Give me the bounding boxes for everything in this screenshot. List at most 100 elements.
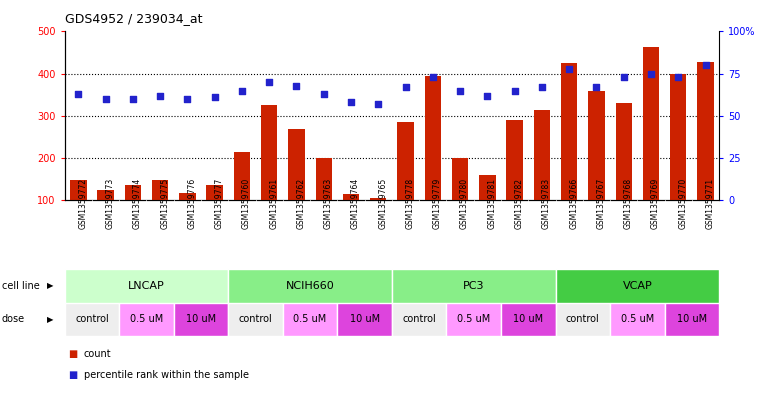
- Text: NCIH660: NCIH660: [285, 281, 335, 291]
- Point: [263, 79, 275, 85]
- Point: [645, 70, 657, 77]
- Point: [618, 74, 630, 80]
- Point: [427, 74, 439, 80]
- Text: percentile rank within the sample: percentile rank within the sample: [84, 370, 249, 380]
- Bar: [397, 122, 414, 242]
- Bar: [670, 73, 686, 242]
- Text: 10 uM: 10 uM: [677, 314, 707, 324]
- Text: 0.5 uM: 0.5 uM: [294, 314, 326, 324]
- Text: LNCAP: LNCAP: [128, 281, 165, 291]
- Text: GSM1359783: GSM1359783: [542, 178, 551, 230]
- Point: [672, 74, 684, 80]
- Bar: [643, 48, 659, 242]
- Bar: [610, 303, 664, 336]
- Text: GSM1359765: GSM1359765: [378, 178, 387, 230]
- Bar: [479, 175, 495, 242]
- Text: GSM1359763: GSM1359763: [323, 178, 333, 230]
- Bar: [561, 63, 578, 242]
- Point: [209, 94, 221, 101]
- Point: [345, 99, 357, 106]
- Text: control: control: [239, 314, 272, 324]
- Bar: [206, 185, 223, 242]
- Bar: [507, 120, 523, 242]
- Bar: [337, 303, 392, 336]
- Text: 0.5 uM: 0.5 uM: [457, 314, 490, 324]
- Bar: [556, 269, 719, 303]
- Bar: [370, 198, 387, 242]
- Text: GSM1359773: GSM1359773: [106, 178, 115, 230]
- Text: control: control: [566, 314, 600, 324]
- Point: [508, 87, 521, 94]
- Text: dose: dose: [2, 314, 24, 324]
- Point: [699, 62, 712, 68]
- Bar: [234, 152, 250, 242]
- Text: GSM1359782: GSM1359782: [514, 178, 524, 230]
- Bar: [97, 190, 114, 242]
- Point: [317, 91, 330, 97]
- Bar: [180, 193, 196, 242]
- Bar: [425, 76, 441, 242]
- Text: GSM1359769: GSM1359769: [651, 178, 660, 230]
- Text: GSM1359772: GSM1359772: [78, 178, 88, 230]
- Point: [181, 96, 193, 102]
- Point: [291, 83, 303, 89]
- Text: GSM1359771: GSM1359771: [705, 178, 715, 230]
- Bar: [152, 180, 168, 242]
- Point: [127, 96, 139, 102]
- Bar: [261, 105, 277, 242]
- Bar: [174, 303, 228, 336]
- Bar: [392, 303, 447, 336]
- Point: [454, 87, 466, 94]
- Text: 10 uM: 10 uM: [186, 314, 216, 324]
- Text: control: control: [403, 314, 436, 324]
- Text: GDS4952 / 239034_at: GDS4952 / 239034_at: [65, 12, 202, 25]
- Text: 10 uM: 10 uM: [513, 314, 543, 324]
- Bar: [533, 110, 550, 242]
- Text: GSM1359778: GSM1359778: [406, 178, 415, 230]
- Point: [100, 96, 112, 102]
- Text: 10 uM: 10 uM: [349, 314, 380, 324]
- Text: control: control: [75, 314, 109, 324]
- Bar: [452, 158, 468, 242]
- Bar: [616, 103, 632, 242]
- Bar: [316, 158, 332, 242]
- Bar: [65, 269, 228, 303]
- Text: 0.5 uM: 0.5 uM: [621, 314, 654, 324]
- Text: GSM1359770: GSM1359770: [678, 178, 687, 230]
- Bar: [447, 303, 501, 336]
- Text: cell line: cell line: [2, 281, 40, 291]
- Text: GSM1359781: GSM1359781: [487, 178, 496, 230]
- Text: GSM1359780: GSM1359780: [460, 178, 469, 230]
- Text: GSM1359762: GSM1359762: [297, 178, 305, 230]
- Bar: [588, 90, 605, 242]
- Bar: [119, 303, 174, 336]
- Bar: [556, 303, 610, 336]
- Text: GSM1359768: GSM1359768: [624, 178, 632, 230]
- Text: GSM1359761: GSM1359761: [269, 178, 279, 230]
- Bar: [228, 303, 283, 336]
- Text: ▶: ▶: [47, 315, 54, 324]
- Bar: [70, 180, 87, 242]
- Bar: [125, 185, 141, 242]
- Text: GSM1359775: GSM1359775: [160, 178, 169, 230]
- Text: PC3: PC3: [463, 281, 485, 291]
- Point: [591, 84, 603, 90]
- Bar: [228, 269, 392, 303]
- Point: [536, 84, 548, 90]
- Point: [72, 91, 84, 97]
- Text: count: count: [84, 349, 111, 359]
- Text: GSM1359779: GSM1359779: [433, 178, 442, 230]
- Bar: [501, 303, 556, 336]
- Point: [400, 84, 412, 90]
- Point: [236, 87, 248, 94]
- Text: ■: ■: [68, 370, 78, 380]
- Text: GSM1359777: GSM1359777: [215, 178, 224, 230]
- Point: [563, 66, 575, 72]
- Text: ■: ■: [68, 349, 78, 359]
- Bar: [65, 303, 119, 336]
- Bar: [288, 129, 304, 242]
- Text: GSM1359764: GSM1359764: [351, 178, 360, 230]
- Text: GSM1359774: GSM1359774: [133, 178, 142, 230]
- Text: 0.5 uM: 0.5 uM: [130, 314, 163, 324]
- Text: VCAP: VCAP: [622, 281, 652, 291]
